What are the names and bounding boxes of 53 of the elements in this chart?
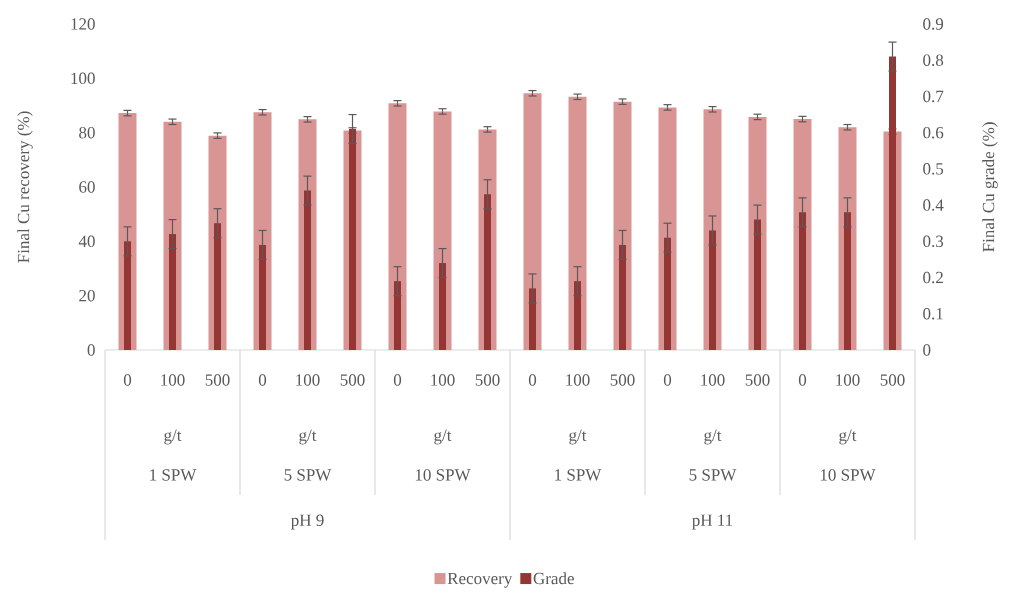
x-tick-label: 0 xyxy=(123,374,132,386)
y2-tick-label: 0.7 xyxy=(923,90,944,103)
x-tick-label: 100 xyxy=(836,374,860,386)
text: pH 9 xyxy=(291,514,324,530)
legend-label: Grade xyxy=(533,572,574,585)
y-tick-label: 60 xyxy=(79,181,95,193)
text: g/t xyxy=(164,429,182,445)
x-tick-label: 0 xyxy=(663,374,672,386)
text: 1 SPW xyxy=(150,469,197,481)
x-tick-label: 100 xyxy=(296,374,320,386)
x-tick-label: 500 xyxy=(205,374,230,386)
x-tick-label: 100 xyxy=(566,374,590,386)
x-tick-label: 500 xyxy=(340,374,365,386)
y-tick-label: 100 xyxy=(71,72,95,85)
text: g/t xyxy=(299,429,317,445)
x-tick-label: 100 xyxy=(161,374,185,386)
text: g/t xyxy=(434,429,452,445)
text: g/t xyxy=(704,429,722,445)
x-tick-label: 100 xyxy=(701,374,725,386)
x-tick-label: 500 xyxy=(610,374,635,386)
y2-tick-label: 0.3 xyxy=(923,235,944,248)
text: 10 SPW xyxy=(415,469,471,481)
y2-tick-label: 0.6 xyxy=(923,126,944,139)
y2-tick-label: 0 xyxy=(923,344,931,356)
y-tick-label: 20 xyxy=(79,289,95,302)
text: pH 11 xyxy=(692,514,733,530)
x-tick-label: 500 xyxy=(745,374,770,386)
x-tick-label: 100 xyxy=(431,374,455,386)
y2-tick-label: 0.2 xyxy=(923,271,943,284)
x-tick-label: 500 xyxy=(880,374,905,386)
y-axis-title: Final Cu recovery (%) xyxy=(17,111,33,263)
text: g/t xyxy=(569,429,587,445)
text: 10 SPW xyxy=(820,469,876,481)
text: 5 SPW xyxy=(689,469,737,481)
y2-tick-label: 0.9 xyxy=(923,18,944,30)
y-tick-label: 40 xyxy=(78,235,95,248)
x-tick-label: 0 xyxy=(528,374,537,386)
text: 1 SPW xyxy=(555,469,602,481)
x-tick-label: 0 xyxy=(393,374,402,386)
x-tick-label: 0 xyxy=(258,374,267,386)
y2-axis-title: Final Cu grade (%) xyxy=(982,122,998,252)
legend-label: Recovery xyxy=(447,572,513,588)
x-tick-label: 500 xyxy=(475,374,500,386)
y-tick-label: 120 xyxy=(71,18,95,30)
y-tick-label: 0 xyxy=(87,344,95,356)
y2-tick-label: 0.4 xyxy=(923,199,944,211)
text: 5 SPW xyxy=(284,469,332,481)
y2-tick-label: 0.5 xyxy=(923,163,944,175)
text: g/t xyxy=(839,429,857,445)
y2-tick-label: 0.1 xyxy=(923,307,943,320)
y-tick-label: 80 xyxy=(79,126,95,139)
x-tick-label: 0 xyxy=(798,374,807,386)
y2-tick-label: 0.8 xyxy=(923,54,944,66)
